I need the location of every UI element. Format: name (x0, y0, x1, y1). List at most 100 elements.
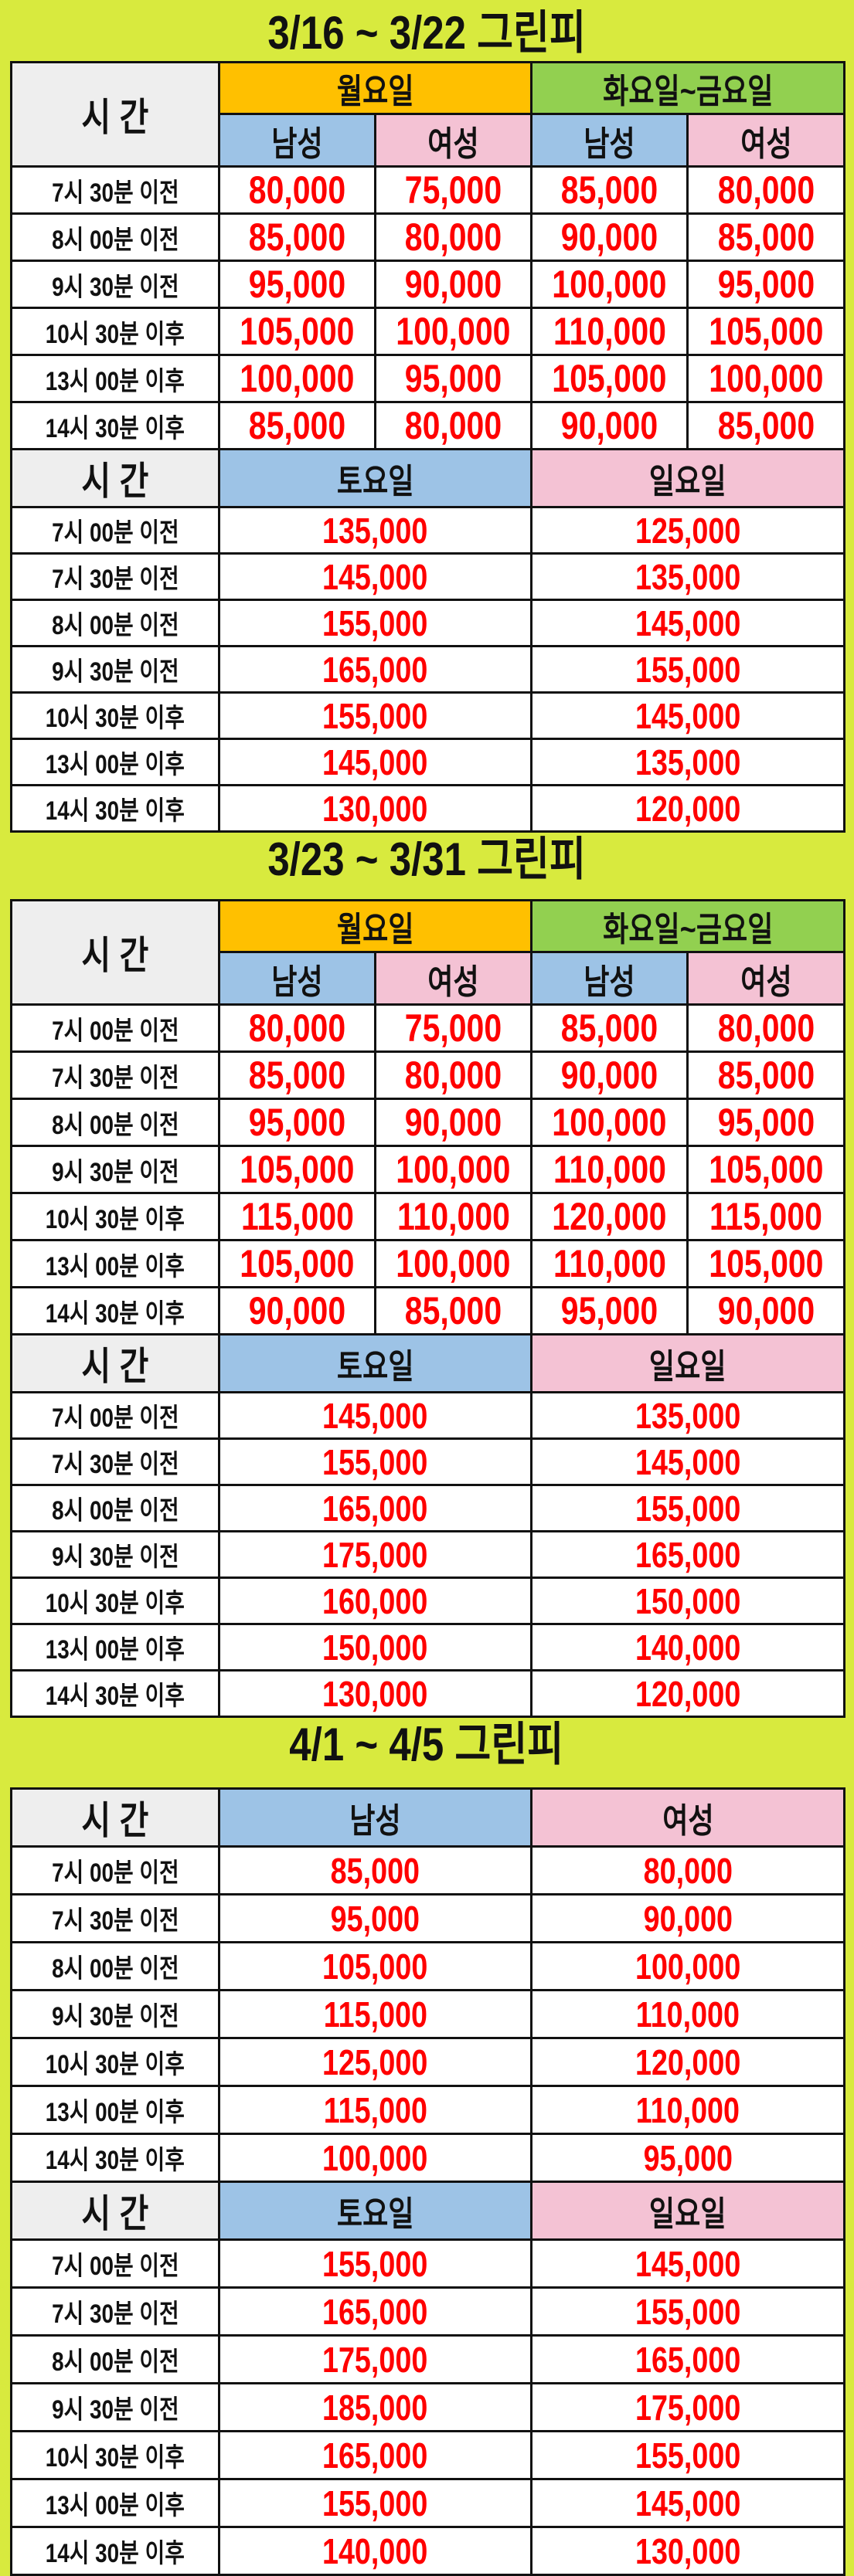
time-header: 시 간 (10, 2181, 220, 2241)
price-cell-text: 85,000 (717, 404, 815, 447)
price-cell-text: 140,000 (322, 2530, 428, 2571)
table-row: 7시 00분 이전 85,000 80,000 (10, 1845, 845, 1896)
price-cell-text: 90,000 (560, 1054, 658, 1097)
price-cell-text: 90,000 (643, 1898, 733, 1939)
time-cell-text: 14시 30분 이후 (45, 2146, 185, 2175)
female-header-text: 여성 (662, 1802, 714, 1840)
price-cell: 105,000 (218, 307, 376, 356)
price-cell-text: 145,000 (635, 2483, 741, 2523)
female-header: 여성 (686, 113, 846, 168)
time-cell-text: 13시 00분 이후 (45, 366, 185, 396)
price-cell: 105,000 (686, 1239, 846, 1288)
sunday-header: 일요일 (530, 448, 846, 508)
time-cell-text: 14시 30분 이후 (45, 1298, 185, 1329)
price-cell-text: 115,000 (709, 1195, 822, 1238)
price-cell: 150,000 (217, 1623, 533, 1672)
price-cell: 135,000 (530, 738, 846, 786)
time-cell-text: 9시 30분 이전 (51, 657, 179, 687)
price-cell: 155,000 (217, 1437, 533, 1486)
price-cell: 145,000 (530, 2238, 845, 2289)
price-cell: 145,000 (530, 1437, 846, 1486)
table-row: 10시 30분 이후 155,000 145,000 (10, 691, 846, 740)
time-header: 시 간 (10, 1333, 220, 1393)
time-cell-text: 14시 30분 이후 (45, 413, 185, 443)
table-row: 14시 30분 이후 130,000 120,000 (10, 784, 846, 833)
time-cell: 13시 00분 이후 (10, 2478, 220, 2528)
time-cell-text: 7시 30분 이전 (51, 1450, 179, 1479)
price-cell-text: 120,000 (552, 1195, 667, 1238)
price-cell-text: 85,000 (560, 1006, 658, 1050)
sunday-header-text: 일요일 (649, 1348, 726, 1386)
price-cell: 85,000 (218, 1050, 376, 1100)
header-row: 시 간 남성 여성 (10, 1787, 845, 1848)
price-cell-text: 145,000 (635, 695, 741, 736)
price-cell-text: 80,000 (404, 404, 502, 447)
price-cell-text: 80,000 (248, 168, 346, 212)
price-cell-text: 160,000 (322, 1580, 428, 1621)
time-cell-text: 10시 30분 이후 (45, 319, 185, 349)
saturday-header: 토요일 (217, 448, 533, 508)
price-cell: 100,000 (373, 1239, 533, 1288)
price-cell: 155,000 (530, 1484, 846, 1532)
price-cell: 105,000 (686, 1145, 846, 1194)
price-cell-text: 95,000 (248, 263, 346, 306)
table-row: 14시 30분 이후 100,000 95,000 (10, 2133, 845, 2183)
male-header: 남성 (218, 951, 376, 1006)
price-cell: 80,000 (373, 401, 533, 450)
price-cell-text: 95,000 (717, 1101, 815, 1144)
time-cell-text: 7시 00분 이전 (51, 1403, 179, 1433)
price-cell-text: 110,000 (553, 1242, 666, 1285)
tue-fri-header: 화요일~금요일 (530, 899, 846, 953)
price-cell-text: 120,000 (635, 2041, 741, 2082)
table-row: 7시 00분 이전 155,000 145,000 (10, 2238, 845, 2289)
price-cell: 90,000 (530, 1050, 689, 1100)
section-title-text: 3/23 ~ 3/31 그린피 (267, 833, 586, 885)
price-cell-text: 145,000 (635, 1441, 741, 1482)
time-cell-text: 9시 30분 이전 (51, 1543, 179, 1572)
price-cell: 75,000 (373, 1003, 533, 1053)
time-cell: 13시 00분 이후 (10, 2085, 220, 2135)
male-header-text: 남성 (271, 962, 323, 1001)
time-cell-text: 10시 30분 이후 (45, 704, 185, 733)
price-cell: 165,000 (530, 1530, 846, 1579)
male-header: 남성 (218, 113, 376, 168)
price-cell: 90,000 (530, 1893, 845, 1943)
price-table: 시 간 남성 여성 7시 00분 이전 85,000 80,000 7시 30분 이전 95,… (10, 1787, 845, 2576)
price-cell-text: 80,000 (643, 1850, 733, 1891)
time-cell-text: 13시 00분 이후 (45, 750, 185, 779)
price-cell-text: 100,000 (552, 1101, 667, 1144)
price-cell: 85,000 (686, 1050, 846, 1100)
price-cell-text: 95,000 (643, 2137, 733, 2178)
time-header: 시 간 (10, 448, 220, 508)
table-row: 7시 30분 이전 155,000 145,000 (10, 1437, 846, 1486)
price-cell-text: 175,000 (635, 2387, 741, 2428)
price-cell: 145,000 (217, 1391, 533, 1440)
price-cell-text: 135,000 (635, 556, 741, 597)
price-cell-text: 85,000 (248, 404, 346, 447)
price-cell: 135,000 (530, 552, 846, 601)
price-cell-text: 90,000 (404, 1101, 502, 1144)
time-header-text: 시 간 (81, 2192, 149, 2235)
male-header: 남성 (530, 951, 689, 1006)
time-cell-text: 10시 30분 이후 (45, 2443, 185, 2472)
price-cell: 80,000 (218, 1003, 376, 1053)
price-cell-text: 120,000 (635, 1673, 741, 1714)
price-cell-text: 85,000 (248, 216, 346, 259)
price-cell-text: 155,000 (635, 649, 741, 690)
table-row: 10시 30분 이후 160,000 150,000 (10, 1576, 846, 1625)
time-cell-text: 7시 30분 이전 (51, 2299, 179, 2329)
table-row: 8시 00분 이전 165,000 155,000 (10, 1484, 846, 1532)
price-cell-text: 135,000 (635, 1395, 741, 1436)
price-cell: 85,000 (686, 401, 846, 450)
price-cell-text: 165,000 (322, 1488, 428, 1529)
header-row: 시 간 월요일 화요일~금요일 (10, 899, 846, 1006)
time-header: 시 간 (10, 1787, 220, 1848)
time-header: 시 간 (10, 61, 220, 168)
price-cell: 155,000 (530, 2286, 845, 2337)
price-cell-text: 155,000 (322, 602, 428, 643)
price-cell: 85,000 (218, 1845, 532, 1896)
time-cell: 7시 00분 이전 (10, 506, 220, 555)
time-header-text: 시 간 (81, 934, 149, 977)
time-cell-text: 13시 00분 이후 (45, 1635, 185, 1665)
table-row: 8시 00분 이전 105,000 100,000 (10, 1941, 845, 1991)
